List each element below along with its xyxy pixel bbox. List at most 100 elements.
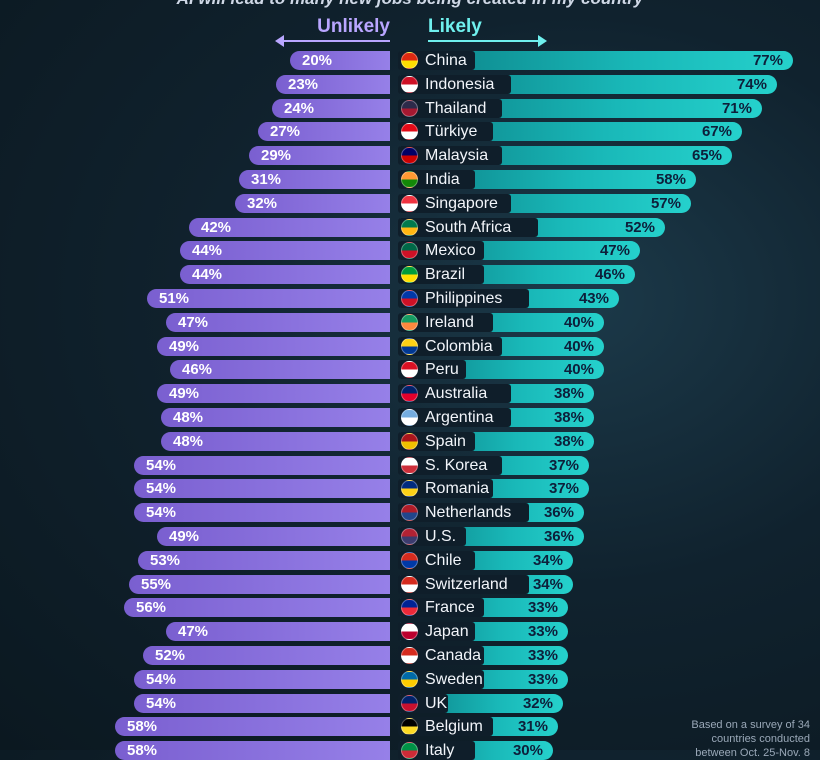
country-flag-icon	[401, 290, 418, 307]
country-name: Italy	[425, 742, 455, 759]
bar-unlikely	[161, 432, 390, 451]
bar-unlikely	[134, 503, 390, 522]
label-unlikely: 48%	[173, 409, 204, 426]
label-unlikely: 53%	[150, 552, 181, 569]
label-likely: 77%	[752, 52, 783, 69]
country-flag-icon	[401, 314, 418, 331]
country-name: Belgium	[425, 718, 483, 735]
country-flag-icon	[401, 76, 418, 93]
country-name: UK	[425, 695, 448, 712]
label-likely: 36%	[543, 528, 574, 545]
label-likely: 65%	[691, 147, 722, 164]
label-unlikely: 54%	[146, 457, 177, 474]
country-name: China	[425, 52, 467, 69]
country-pill	[398, 75, 511, 94]
country-name: Chile	[425, 552, 462, 569]
country-pill	[398, 170, 475, 189]
country-flag-icon	[401, 409, 418, 426]
country-pill	[398, 289, 529, 308]
bar-unlikely	[180, 241, 390, 260]
country-name: S. Korea	[425, 457, 488, 474]
bar-unlikely	[166, 313, 390, 332]
label-unlikely: 27%	[270, 123, 301, 140]
country-name: Malaysia	[425, 147, 489, 164]
country-flag-icon	[401, 147, 418, 164]
label-likely: 33%	[527, 647, 558, 664]
country-pill	[398, 146, 502, 165]
label-unlikely: 54%	[146, 671, 177, 688]
bar-unlikely	[166, 622, 390, 641]
label-unlikely: 46%	[182, 361, 213, 378]
country-name: Mexico	[425, 242, 476, 259]
country-name: Canada	[425, 647, 482, 664]
country-name: Brazil	[425, 266, 466, 283]
country-pill	[398, 313, 493, 332]
likely-arrow-line	[428, 40, 540, 42]
bar-unlikely	[157, 384, 390, 403]
country-name: Türkiye	[425, 123, 478, 140]
country-flag-icon	[401, 195, 418, 212]
country-flag-icon	[401, 480, 418, 497]
country-pill	[398, 337, 502, 356]
country-name: Peru	[425, 361, 459, 378]
bar-unlikely	[143, 646, 390, 665]
country-flag-icon	[401, 385, 418, 402]
country-flag-icon	[401, 52, 418, 69]
label-unlikely: 54%	[146, 695, 177, 712]
likely-arrow-head	[538, 35, 547, 47]
country-name: Switzerland	[425, 576, 508, 593]
label-unlikely: 44%	[192, 242, 223, 259]
country-flag-icon	[401, 338, 418, 355]
bar-unlikely	[276, 75, 390, 94]
country-pill	[398, 51, 475, 70]
bar-unlikely	[180, 265, 390, 284]
country-pill	[398, 551, 475, 570]
bar-unlikely	[157, 337, 390, 356]
bar-unlikely	[258, 122, 390, 141]
bar-unlikely	[249, 146, 390, 165]
label-unlikely: 54%	[146, 504, 177, 521]
country-pill	[398, 194, 511, 213]
country-pill	[398, 479, 493, 498]
country-flag-icon	[401, 219, 418, 236]
label-likely: 30%	[512, 742, 543, 759]
label-unlikely: 24%	[284, 100, 315, 117]
label-likely: 34%	[532, 552, 563, 569]
label-likely: 33%	[527, 671, 558, 688]
country-name: Ireland	[425, 314, 474, 331]
bar-unlikely	[189, 218, 390, 237]
country-flag-icon	[401, 552, 418, 569]
label-unlikely: 47%	[178, 623, 209, 640]
country-name: India	[425, 171, 460, 188]
label-likely: 43%	[578, 290, 609, 307]
country-flag-icon	[401, 742, 418, 759]
label-unlikely: 51%	[159, 290, 190, 307]
label-unlikely: 49%	[169, 338, 200, 355]
bar-unlikely	[239, 170, 390, 189]
label-likely: 36%	[543, 504, 574, 521]
country-pill	[398, 503, 529, 522]
country-pill	[398, 622, 475, 641]
country-flag-icon	[401, 123, 418, 140]
country-name: Sweden	[425, 671, 483, 688]
survey-note: Based on a survey of 34 countries conduc…	[691, 719, 810, 759]
label-likely: 74%	[736, 76, 767, 93]
label-likely: 40%	[563, 338, 594, 355]
label-likely: 40%	[563, 314, 594, 331]
country-flag-icon	[401, 433, 418, 450]
label-unlikely: 48%	[173, 433, 204, 450]
country-pill	[398, 265, 484, 284]
bar-unlikely	[134, 479, 390, 498]
label-likely: 71%	[721, 100, 752, 117]
bar-unlikely	[134, 670, 390, 689]
label-unlikely: 55%	[141, 576, 172, 593]
label-likely: 33%	[527, 599, 558, 616]
unlikely-arrow-head	[275, 35, 284, 47]
label-likely: 52%	[624, 219, 655, 236]
label-likely: 37%	[548, 457, 579, 474]
country-pill	[398, 408, 511, 427]
label-likely: 33%	[527, 623, 558, 640]
label-unlikely: 49%	[169, 528, 200, 545]
label-likely: 34%	[532, 576, 563, 593]
